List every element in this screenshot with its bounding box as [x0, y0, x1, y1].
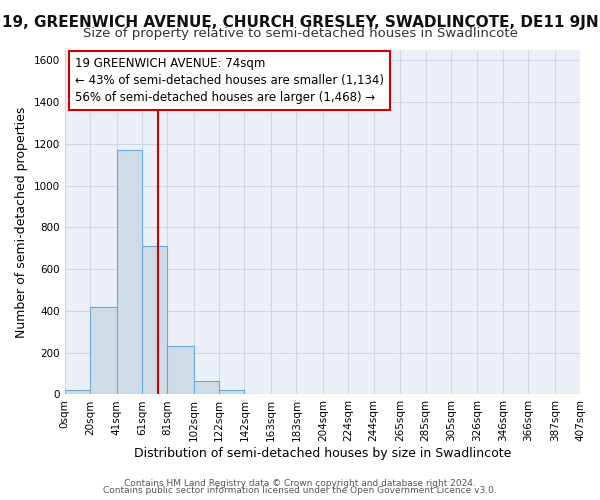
- Y-axis label: Number of semi-detached properties: Number of semi-detached properties: [15, 106, 28, 338]
- Text: Size of property relative to semi-detached houses in Swadlincote: Size of property relative to semi-detach…: [83, 28, 517, 40]
- Bar: [116, 150, 142, 394]
- Bar: [219, 390, 244, 394]
- Text: 19 GREENWICH AVENUE: 74sqm
← 43% of semi-detached houses are smaller (1,134)
56%: 19 GREENWICH AVENUE: 74sqm ← 43% of semi…: [75, 57, 384, 104]
- Bar: [194, 381, 219, 394]
- Bar: [65, 390, 90, 394]
- Bar: [142, 246, 167, 394]
- Text: Contains HM Land Registry data © Crown copyright and database right 2024.: Contains HM Land Registry data © Crown c…: [124, 478, 476, 488]
- X-axis label: Distribution of semi-detached houses by size in Swadlincote: Distribution of semi-detached houses by …: [134, 447, 511, 460]
- Text: 19, GREENWICH AVENUE, CHURCH GRESLEY, SWADLINCOTE, DE11 9JN: 19, GREENWICH AVENUE, CHURCH GRESLEY, SW…: [2, 15, 598, 30]
- Text: Contains public sector information licensed under the Open Government Licence v3: Contains public sector information licen…: [103, 486, 497, 495]
- Bar: [167, 346, 194, 395]
- Bar: [90, 307, 116, 394]
